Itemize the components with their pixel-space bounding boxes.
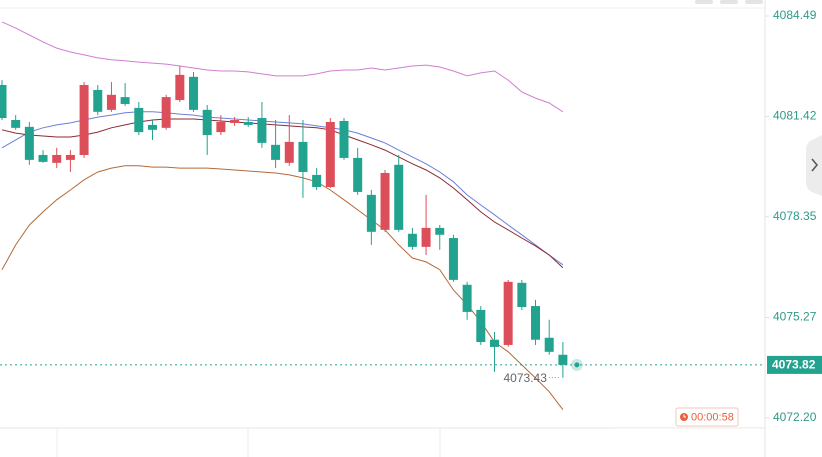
- clock-hands: [683, 414, 686, 418]
- last-price-dot: [574, 362, 580, 368]
- candle-body: [0, 85, 7, 119]
- indicator-line: [1, 118, 564, 269]
- candle-body: [353, 157, 363, 192]
- candle-body: [120, 97, 130, 104]
- candle-body: [38, 154, 48, 162]
- chevron-icon[interactable]: [811, 158, 818, 172]
- candle-body: [134, 107, 144, 133]
- candle-body: [284, 141, 294, 163]
- toolbar-button[interactable]: [720, 0, 738, 4]
- candle-body: [189, 76, 199, 110]
- candle-body: [380, 172, 390, 230]
- y-tick-label: 4084.49: [773, 8, 817, 22]
- indicator-line: [1, 111, 564, 266]
- candle-body: [476, 309, 486, 343]
- candle-body: [202, 109, 212, 136]
- candle-body: [421, 227, 431, 247]
- candle-body: [79, 85, 89, 155]
- candle-body: [93, 89, 103, 112]
- candle-body: [544, 337, 554, 352]
- low-annotation-label: 4073.43: [503, 371, 547, 385]
- countdown-text: 00:00:58: [691, 411, 734, 423]
- last-price-box: [767, 355, 822, 374]
- y-tick-label: 4072.20: [773, 410, 817, 424]
- candle-body: [339, 120, 349, 158]
- candle-body: [106, 94, 116, 110]
- candle-body: [271, 144, 281, 160]
- candle-body: [216, 121, 226, 133]
- countdown-box: 00:00:58: [675, 407, 739, 427]
- candle-body: [366, 194, 376, 232]
- candle-body: [448, 238, 458, 280]
- candle-body: [503, 281, 513, 345]
- candle-body: [517, 282, 527, 308]
- toolbar-button[interactable]: [695, 0, 713, 4]
- y-tick-label: 4078.35: [773, 209, 817, 223]
- candle-body: [462, 284, 472, 312]
- candle-body: [435, 227, 445, 235]
- side-toggle-bg[interactable]: [806, 135, 822, 196]
- candle-body: [230, 119, 240, 123]
- candle-body: [558, 354, 568, 365]
- candle-body: [243, 121, 253, 125]
- candle-body: [175, 74, 185, 101]
- candle-body: [24, 126, 34, 160]
- candle-body: [325, 121, 335, 188]
- candle-body: [407, 233, 417, 247]
- candle-body: [52, 154, 62, 163]
- candle-body: [298, 141, 308, 172]
- last-price-label: 4073.82: [772, 358, 816, 372]
- candle-body: [65, 154, 75, 160]
- candle-body: [161, 97, 171, 128]
- watermark: [610, 428, 760, 450]
- toolbar-button[interactable]: [745, 0, 763, 4]
- plot: 4072.20 4075.27 4078.35 4081.42 4084.49 4073.…: [0, 8, 822, 424]
- y-tick-label: 4081.42: [773, 109, 817, 123]
- candle-body: [489, 339, 499, 347]
- candle-body: [257, 118, 267, 143]
- candle-body: [531, 306, 541, 340]
- candle-body: [11, 119, 21, 128]
- side-toggle[interactable]: [806, 135, 822, 196]
- candle-body: [312, 174, 322, 188]
- countdown-bg: [675, 407, 739, 427]
- y-tick-label: 4075.27: [773, 310, 817, 324]
- candle-body: [394, 164, 404, 230]
- indicator-line: [1, 21, 564, 113]
- candle-body: [147, 124, 157, 130]
- watermark-bg: [610, 428, 760, 450]
